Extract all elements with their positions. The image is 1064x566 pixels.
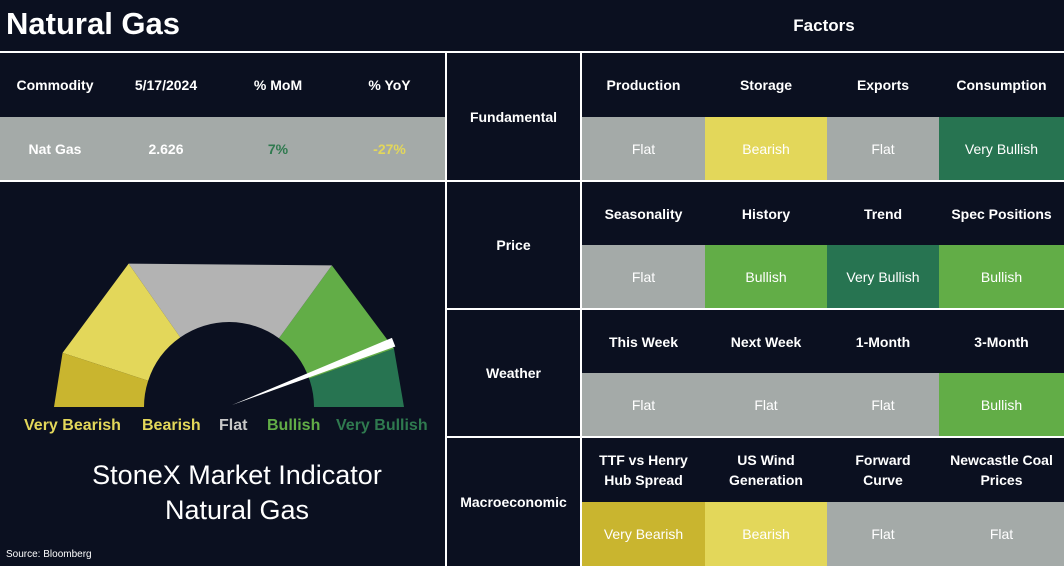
summary-cell: -27%	[334, 117, 445, 180]
gauge: Very Bullish Bullish Flat Bearish Very Beari…	[6, 263, 428, 560]
summary-header: Commodity	[0, 53, 110, 117]
gauge-label: Bullish	[267, 417, 320, 434]
factor-signal: Flat	[705, 373, 827, 436]
summary-cell: Nat Gas	[0, 117, 110, 180]
factor-signal: Flat	[827, 117, 939, 180]
factor-name: TTF vs Henry Hub Spread	[582, 438, 705, 502]
factor-signal: Very Bullish	[939, 117, 1064, 180]
factor-name: Spec Positions	[939, 182, 1064, 245]
factor-signal: Flat	[939, 502, 1064, 566]
factor-signal: Flat	[827, 373, 939, 436]
factor-name: Trend	[827, 182, 939, 245]
header-bar	[0, 0, 1064, 51]
factor-signal: Flat	[582, 245, 705, 308]
summary-header: % MoM	[222, 53, 334, 117]
factor-signal: Flat	[827, 502, 939, 566]
factor-name: Consumption	[939, 53, 1064, 117]
factor-name: Forward Curve	[827, 438, 939, 502]
factor-category: Fundamental	[447, 53, 580, 180]
factor-signal: Bullish	[939, 245, 1064, 308]
factor-signal: Bearish	[705, 117, 827, 180]
factor-signal: Bullish	[705, 245, 827, 308]
factor-signal: Very Bullish	[827, 245, 939, 308]
gauge-caption: Natural Gas	[165, 495, 309, 525]
summary-cell: 7%	[222, 117, 334, 180]
page-title: Natural Gas	[6, 6, 181, 41]
summary-header: % YoY	[334, 53, 445, 117]
summary-cell: 2.626	[110, 117, 222, 180]
gauge-label: Flat	[219, 417, 248, 434]
factors-title: Factors	[793, 16, 855, 35]
factor-name: Next Week	[705, 310, 827, 373]
factor-signal: Bullish	[939, 373, 1064, 436]
factor-name: Exports	[827, 53, 939, 117]
factor-signal: Bearish	[705, 502, 827, 566]
source: Source: Bloomberg	[6, 549, 92, 560]
factor-name: Production	[582, 53, 705, 117]
gauge-label: Bearish	[142, 417, 201, 434]
factor-name: Storage	[705, 53, 827, 117]
gauge-segment	[128, 263, 332, 339]
factor-signal: Flat	[582, 117, 705, 180]
gauge-segment	[54, 352, 149, 407]
factor-name: Newcastle Coal Prices	[939, 438, 1064, 502]
factor-category: Price	[447, 182, 580, 308]
gauge-label: Very Bullish	[336, 417, 428, 434]
factor-name: History	[705, 182, 827, 245]
factor-signal: Very Bearish	[582, 502, 705, 566]
factor-category: Weather	[447, 310, 580, 436]
gauge-label: Very Bearish	[24, 417, 121, 434]
gauge-segment	[62, 263, 181, 381]
factor-name: Seasonality	[582, 182, 705, 245]
factor-name: This Week	[582, 310, 705, 373]
factor-name: US Wind Generation	[705, 438, 827, 502]
gauge-caption: StoneX Market Indicator	[92, 460, 382, 490]
summary-header: 5/17/2024	[110, 53, 222, 117]
factor-signal: Flat	[582, 373, 705, 436]
factor-category: Macroeconomic	[447, 438, 580, 566]
gauge-segment	[309, 348, 404, 407]
factor-name: 3-Month	[939, 310, 1064, 373]
factor-name: 1-Month	[827, 310, 939, 373]
gauge-needle	[232, 337, 396, 405]
